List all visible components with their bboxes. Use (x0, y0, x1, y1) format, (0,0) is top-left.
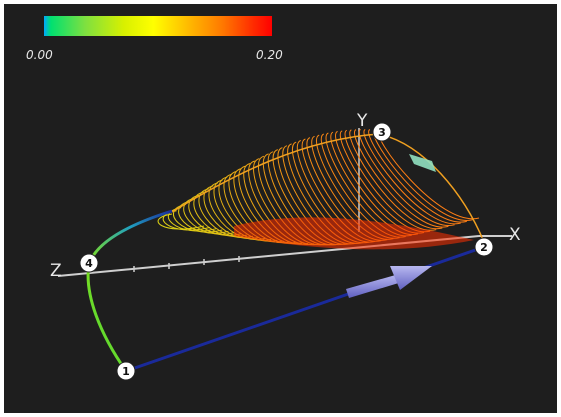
point-marker-2: 2 (474, 237, 494, 257)
mesh-loop (344, 129, 437, 231)
render-viewport[interactable]: 0.00 0.20 (4, 4, 557, 413)
point-markers: 1 2 3 4 (79, 122, 494, 381)
colorbar-max-label: 0.20 (256, 48, 283, 62)
point-label: 2 (480, 241, 488, 254)
mesh-loop (157, 213, 205, 230)
mesh-loop (368, 129, 467, 223)
mesh-loop (349, 129, 443, 229)
point-label: 4 (85, 257, 93, 270)
point-label: 3 (378, 126, 386, 139)
mesh-loop (178, 200, 229, 234)
colorbar (44, 16, 272, 36)
colorbar-min-label: 0.00 (26, 48, 53, 62)
point-marker-1: 1 (116, 361, 136, 381)
y-axis-label: Y (356, 111, 368, 131)
point-marker-4: 4 (79, 253, 99, 273)
point-label: 1 (122, 365, 130, 378)
z-axis-ticks (133, 256, 240, 272)
mesh-loop (354, 129, 449, 228)
path-segment-1-4 (86, 209, 173, 372)
mesh-high-region (234, 217, 474, 250)
point-marker-3: 3 (372, 122, 392, 142)
mesh-loop (358, 128, 455, 226)
mesh-upper-rim (171, 133, 485, 243)
z-axis-label: Z (50, 261, 62, 281)
direction-arrow (346, 266, 432, 298)
x-axis-label: X (509, 225, 521, 245)
teal-arrow (409, 154, 436, 172)
surface-mesh (157, 128, 485, 250)
path-segment-1-2 (125, 245, 485, 373)
scene-3d: Z X Y 1 2 3 4 (50, 111, 521, 381)
